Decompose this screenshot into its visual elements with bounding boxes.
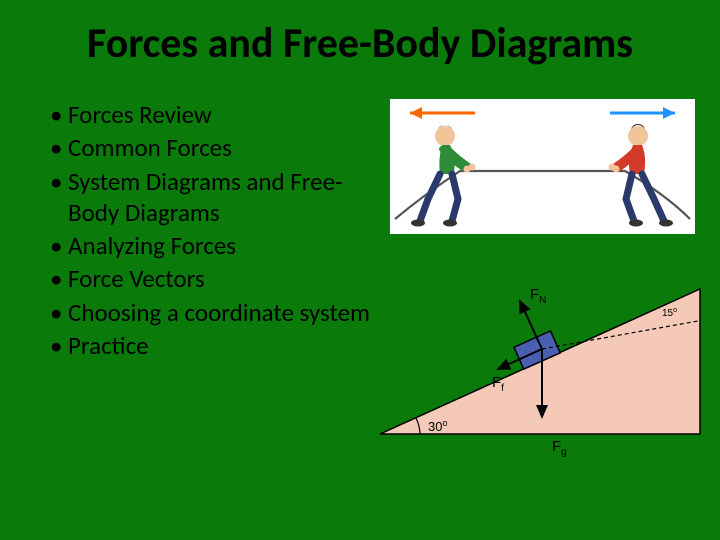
fg-label: Fg	[552, 438, 567, 458]
person-left	[411, 125, 476, 227]
page-title: Forces and Free-Body Diagrams	[0, 0, 720, 79]
bullet-item: System Diagrams and Free-Body Diagrams	[50, 166, 380, 229]
person-right	[609, 124, 674, 227]
fn-label: FN	[530, 286, 546, 306]
graphics-area: FN Ff Fg 30o 15o	[380, 99, 700, 363]
bullet-item: Forces Review	[50, 99, 380, 130]
content-area: Forces ReviewCommon ForcesSystem Diagram…	[0, 79, 720, 363]
bullet-item: Common Forces	[50, 132, 380, 163]
left-arrow-head	[410, 107, 422, 119]
bullet-item: Analyzing Forces	[50, 230, 380, 261]
bullet-item: Choosing a coordinate system	[50, 297, 380, 328]
bullet-item: Force Vectors	[50, 263, 380, 294]
bullet-item: Practice	[50, 330, 380, 361]
incline-diagram: FN Ff Fg 30o 15o	[370, 249, 710, 459]
bullet-list: Forces ReviewCommon ForcesSystem Diagram…	[50, 99, 380, 363]
tug-of-war-illustration	[390, 99, 695, 234]
right-arrow-head	[663, 107, 675, 119]
